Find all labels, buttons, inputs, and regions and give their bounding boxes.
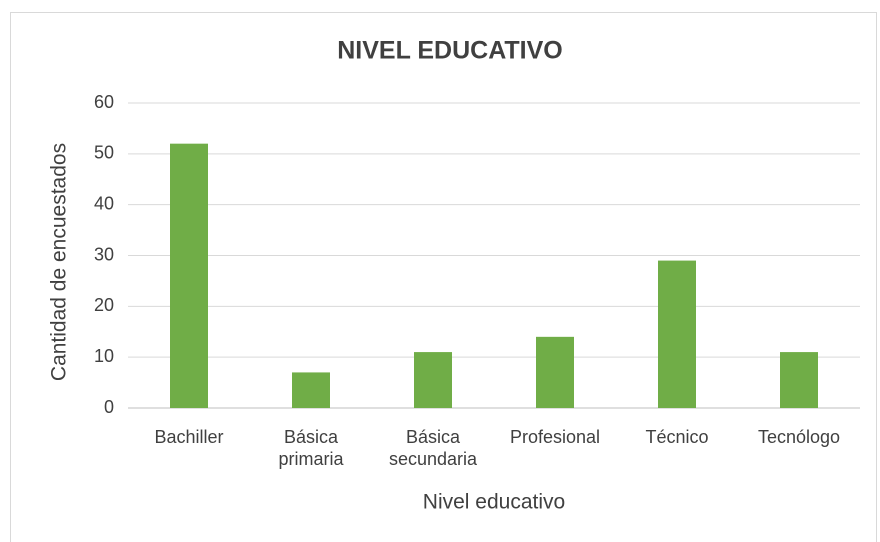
bar [780,352,818,408]
x-tick-label: Técnico [645,427,709,447]
y-tick-label: 10 [94,346,114,366]
y-axis-title: Cantidad de encuestados [48,143,71,381]
bar [414,352,452,408]
y-tick-label: 30 [94,244,114,264]
bar [536,336,574,408]
bar [170,143,208,408]
x-tick-label: Básica secundaria [388,427,478,469]
x-tick-label: Básica primaria [278,427,344,469]
bar [292,372,330,408]
x-tick-label: Bachiller [154,427,224,447]
bar [658,260,696,408]
x-axis-title: Nivel educativo [423,491,565,514]
x-tick-label: Profesional [509,427,601,447]
y-tick-label: 40 [94,193,114,213]
chart-title: NIVEL EDUCATIVO [337,37,563,65]
x-tick-label: Tecnólogo [757,427,841,447]
chart-border [10,12,877,542]
y-tick-label: 0 [104,397,114,417]
y-tick-label: 20 [94,295,114,315]
y-tick-label: 60 [94,92,114,112]
y-tick-label: 50 [94,143,114,163]
